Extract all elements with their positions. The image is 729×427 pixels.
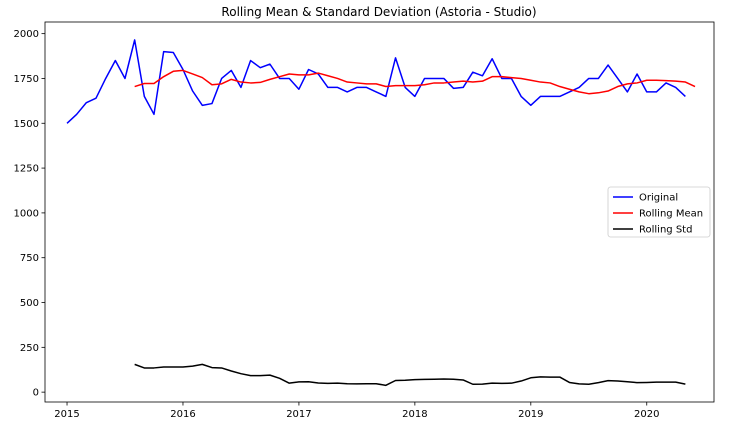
legend-label: Rolling Std	[639, 225, 692, 236]
y-tick-label: 250	[20, 343, 39, 354]
x-tick-label: 2017	[286, 409, 311, 420]
legend: Original Rolling Mean Rolling Std	[607, 186, 711, 238]
y-tick-label: 0	[33, 388, 39, 399]
series-line-rolling-std	[134, 363, 686, 387]
y-tick-label: 1750	[14, 74, 39, 85]
y-tick-label: 1500	[14, 119, 39, 130]
x-axis: 2015 2016 2017 2018 2019 2020	[54, 402, 659, 420]
y-tick-label: 750	[20, 253, 39, 264]
legend-label: Rolling Mean	[639, 209, 703, 220]
y-tick-label: 1000	[14, 208, 39, 219]
x-tick-label: 2019	[518, 409, 543, 420]
series-group	[66, 39, 696, 387]
x-tick-label: 2018	[402, 409, 427, 420]
chart-title: Rolling Mean & Standard Deviation (Astor…	[221, 5, 536, 19]
legend-frame	[607, 186, 711, 238]
legend-label: Original	[639, 193, 678, 204]
x-tick-label: 2016	[170, 409, 195, 420]
y-tick-label: 1250	[14, 164, 39, 175]
series-line-original	[66, 39, 686, 124]
y-tick-label: 2000	[14, 29, 39, 40]
series-line-rolling-mean	[134, 69, 696, 95]
y-axis: 0 250 500 750 1000 1250 1500 1750 2000	[14, 29, 45, 399]
x-tick-label: 2020	[634, 409, 659, 420]
y-tick-label: 500	[20, 298, 39, 309]
x-tick-label: 2015	[54, 409, 79, 420]
